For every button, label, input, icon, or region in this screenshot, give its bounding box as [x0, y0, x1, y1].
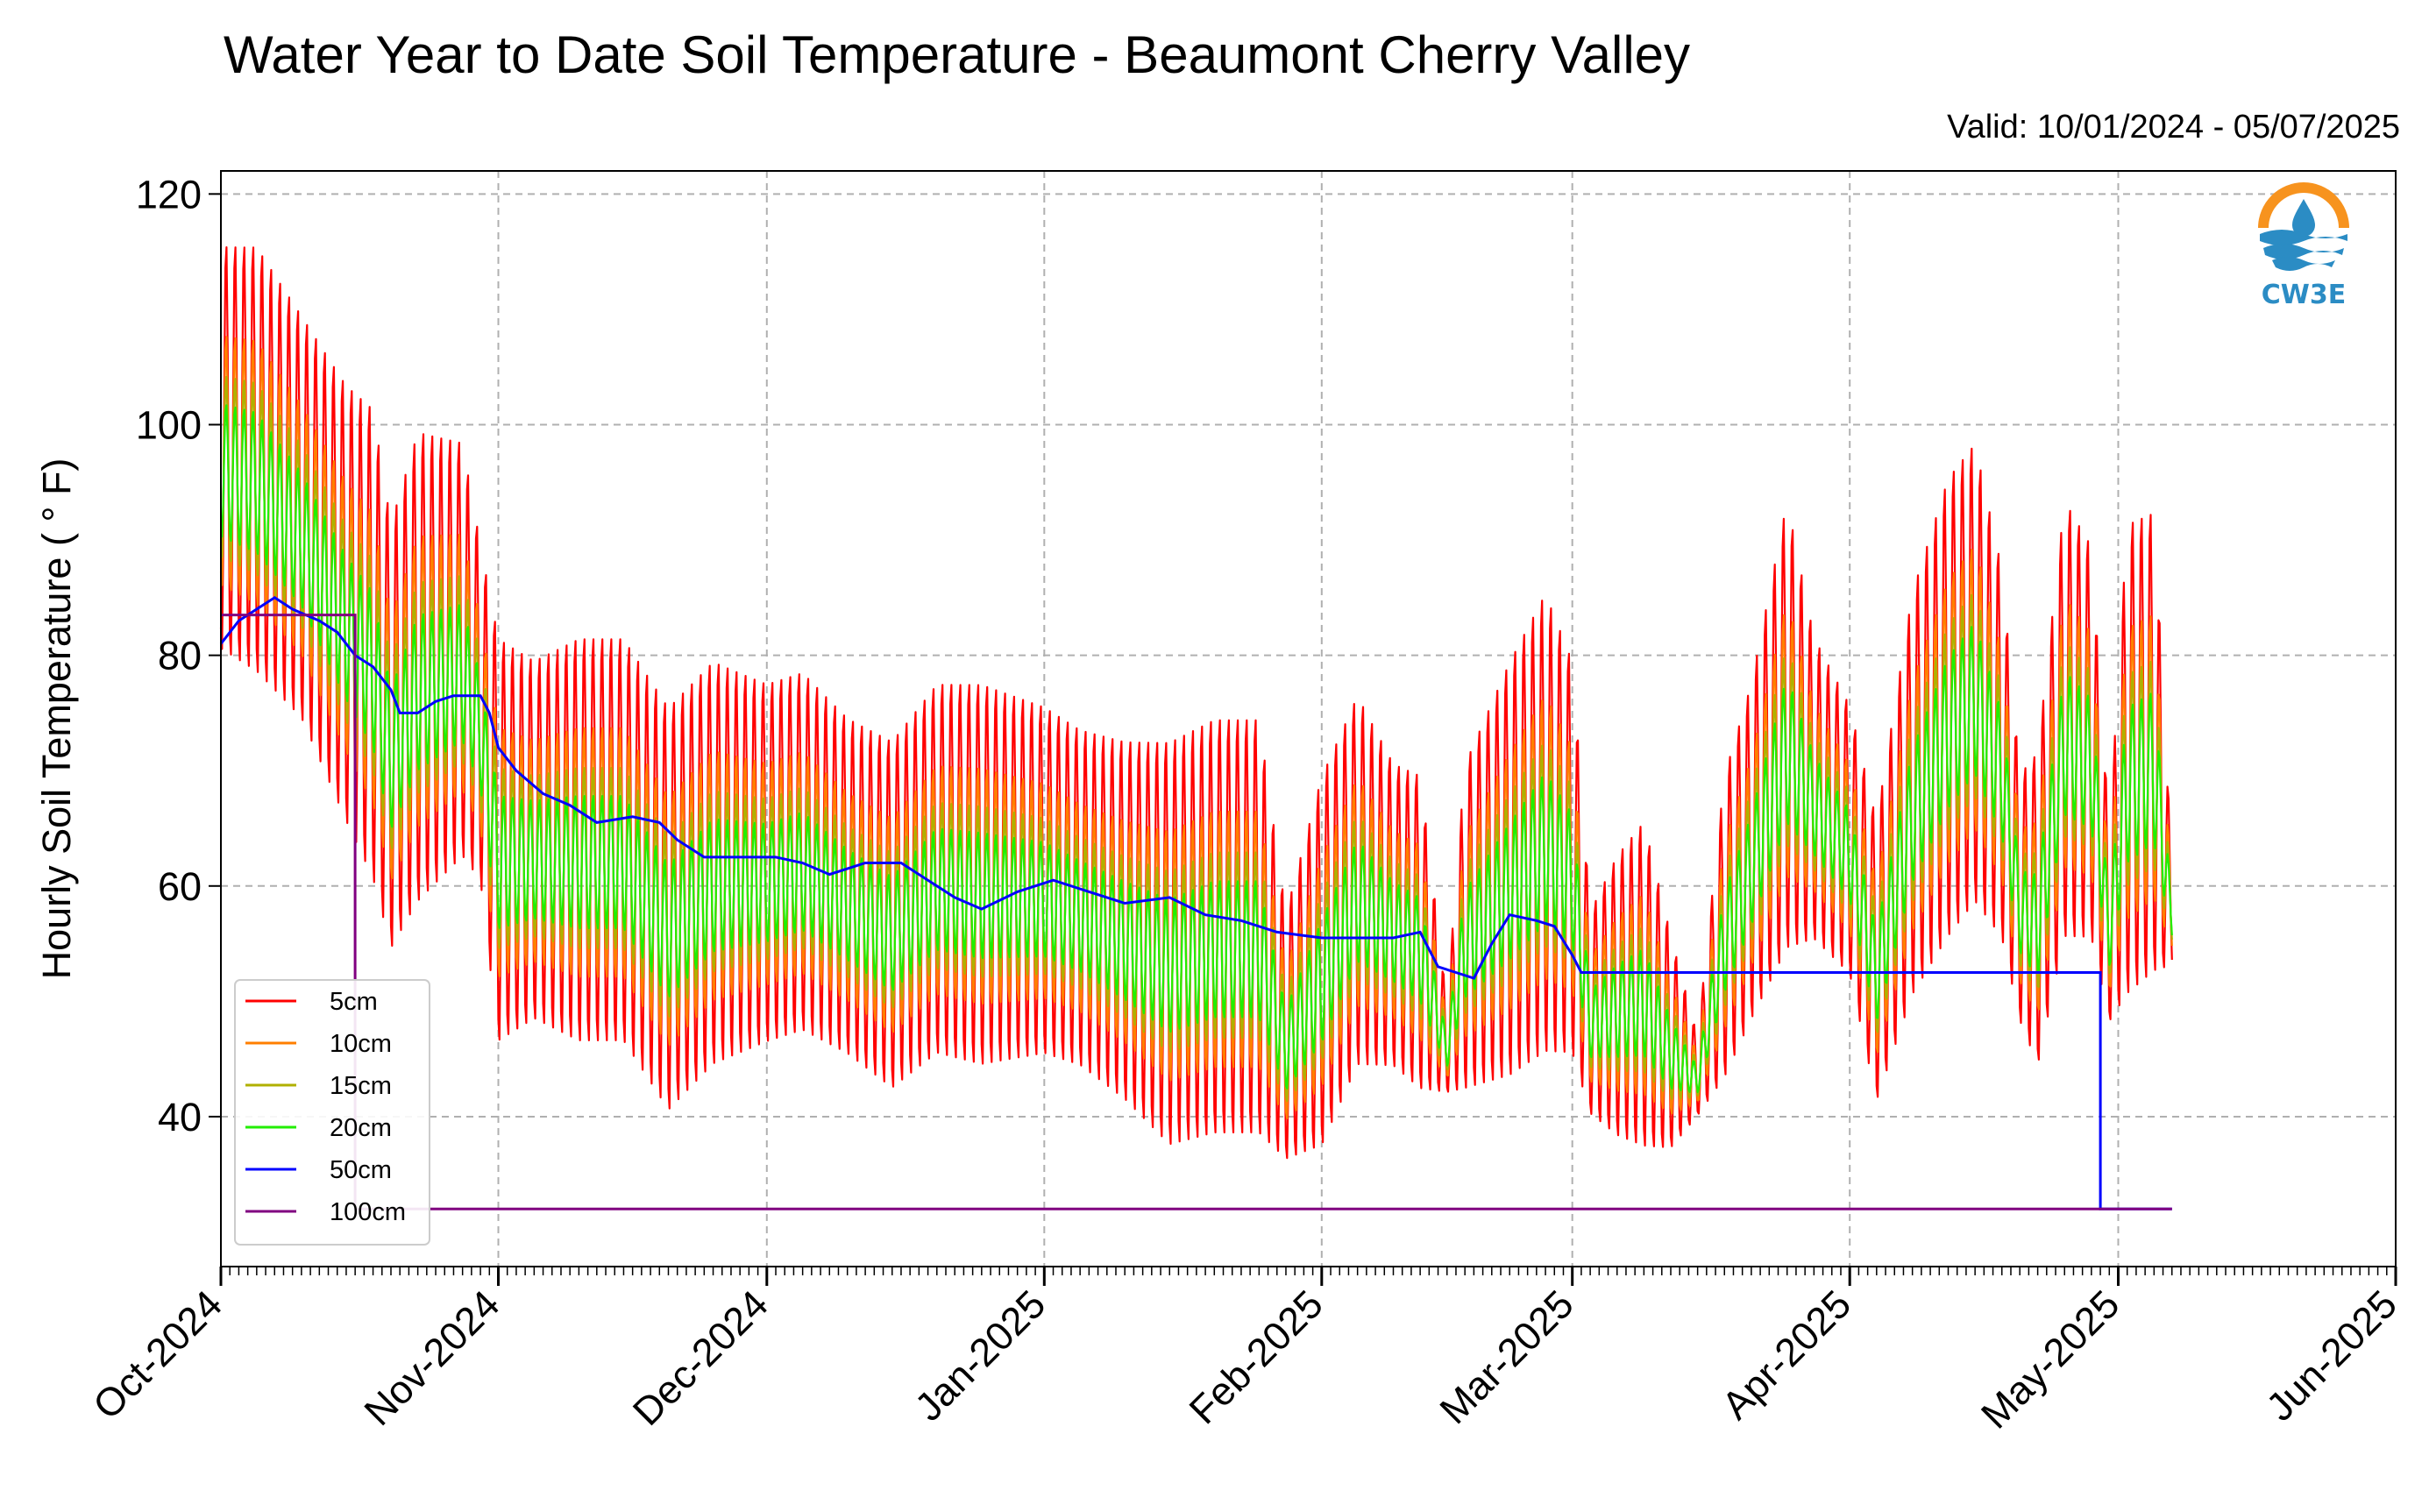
- x-tick-label: Jun-2025: [2257, 1281, 2405, 1430]
- legend-label-20cm: 20cm: [330, 1114, 392, 1142]
- x-tick-label: Dec-2024: [624, 1281, 777, 1434]
- valid-date-range: Valid: 10/01/2024 - 05/07/2025: [1947, 109, 2400, 146]
- cw3e-logo: CW3E: [2251, 180, 2356, 320]
- y-tick-label: 60: [158, 864, 202, 909]
- x-tick-label: Oct-2024: [84, 1281, 231, 1428]
- x-tick-label: Feb-2025: [1181, 1281, 1332, 1432]
- x-tick-label: Mar-2025: [1431, 1281, 1582, 1432]
- legend-label-50cm: 50cm: [330, 1156, 392, 1184]
- chart-title: Water Year to Date Soil Temperature - Be…: [224, 25, 1691, 84]
- legend-label-100cm: 100cm: [330, 1198, 406, 1226]
- y-axis-label: Hourly Soil Temperature ( ° F): [34, 458, 79, 980]
- legend-label-15cm: 15cm: [330, 1072, 392, 1100]
- x-tick-label: Jan-2025: [906, 1281, 1055, 1430]
- axes-frame: [220, 170, 2397, 1267]
- y-tick-label: 120: [136, 172, 202, 217]
- cw3e-logo-icon: [2258, 182, 2349, 273]
- y-tick-label: 40: [158, 1095, 202, 1139]
- x-tick-label: Apr-2025: [1713, 1281, 1859, 1428]
- series-line-100cm: [221, 614, 2172, 1210]
- x-tick-label: May-2025: [1972, 1281, 2128, 1437]
- legend-box: [234, 979, 430, 1246]
- y-tick-label: 100: [136, 402, 202, 447]
- x-tick-label: Nov-2024: [356, 1281, 508, 1434]
- series-layer: [219, 246, 2173, 1210]
- series-line-50cm: [219, 596, 2172, 1210]
- y-tick-label: 80: [158, 634, 202, 678]
- series-line-20cm: [219, 404, 2173, 1094]
- legend-label-5cm: 5cm: [330, 988, 378, 1016]
- legend: 5cm 10cm 15cm 20cm 50cm 100cm: [234, 979, 430, 1246]
- legend-label-10cm: 10cm: [330, 1030, 392, 1058]
- logo-text: CW3E: [2261, 280, 2347, 310]
